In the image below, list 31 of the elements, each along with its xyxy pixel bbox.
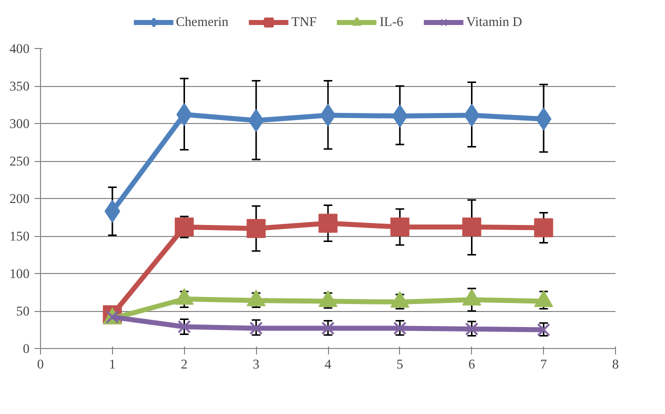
y-tick-label: 350	[10, 78, 30, 94]
legend-label: Chemerin	[176, 14, 228, 30]
x-tick-label: 4	[324, 356, 332, 372]
y-tick-label: 100	[10, 266, 30, 281]
point	[464, 104, 480, 127]
x-tick-label: 1	[109, 356, 116, 372]
legend-label: IL-6	[380, 14, 404, 30]
y-tick-label: 150	[10, 228, 30, 244]
y-tick-label: 200	[10, 191, 30, 206]
x-tick-label: 7	[540, 356, 548, 372]
point	[318, 214, 338, 233]
legend-label: TNF	[291, 14, 317, 30]
y-tick-label: 300	[10, 116, 30, 131]
point	[534, 218, 554, 238]
x-tick-label: 5	[396, 356, 404, 372]
y-tick-label: 0	[22, 341, 30, 356]
x-tick-label: 8	[612, 356, 620, 372]
point	[174, 218, 194, 236]
x-tick-label: 6	[468, 356, 476, 372]
y-tick-label: 400	[10, 41, 30, 56]
y-tick-label: 250	[10, 154, 30, 168]
y-tick-label: 50	[16, 304, 30, 318]
point	[462, 218, 482, 236]
point	[249, 322, 263, 335]
legend-label: Vitamin D	[466, 14, 522, 30]
x-tick-label: 3	[252, 356, 260, 372]
point	[390, 218, 410, 236]
point	[246, 219, 266, 238]
x-tick-label: 2	[180, 356, 188, 372]
point	[176, 103, 192, 126]
x-tick-label: 0	[37, 356, 44, 372]
